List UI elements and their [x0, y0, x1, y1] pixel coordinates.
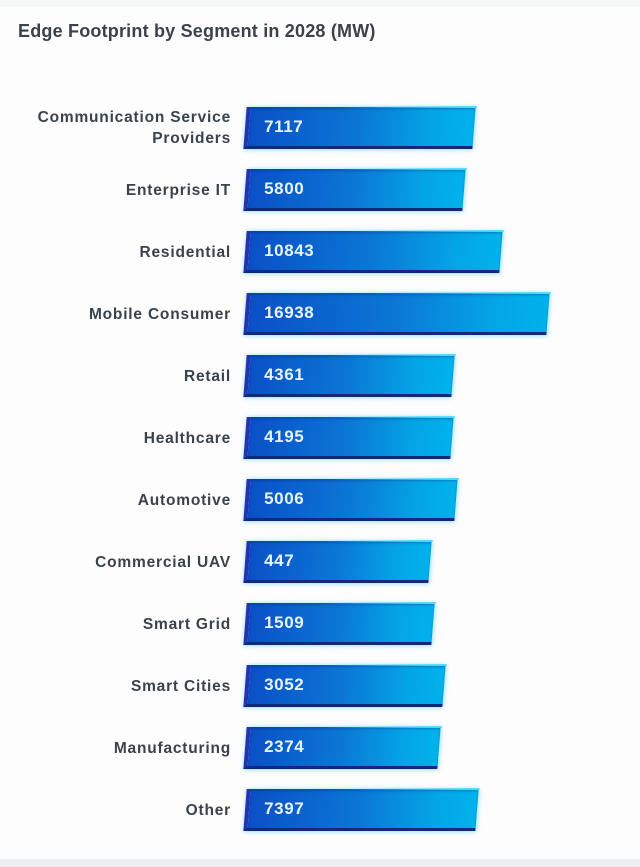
- bar-track: 7117: [243, 107, 640, 149]
- category-label: Retail: [183, 367, 231, 385]
- bar: 5800: [243, 169, 466, 211]
- bar-track: 2374: [243, 727, 640, 769]
- bar-chart: Communication Service Providers 7117 Enter…: [0, 97, 640, 841]
- category-label: Commercial UAV: [95, 553, 231, 571]
- bar-track: 5800: [243, 169, 640, 211]
- bar-track: 7397: [243, 789, 640, 831]
- bar-value-label: 5006: [264, 488, 305, 508]
- bar-track: 4195: [243, 417, 640, 459]
- bar-value-label: 4195: [264, 426, 305, 446]
- bar: 4361: [243, 355, 455, 397]
- bar: 7397: [243, 789, 479, 831]
- bar-track: 1509: [243, 603, 640, 645]
- category-label: Enterprise IT: [125, 181, 231, 199]
- category-label: Other: [185, 801, 231, 819]
- bar: 3052: [243, 665, 446, 707]
- bar-track: 10843: [243, 231, 640, 273]
- bar: 5006: [243, 479, 458, 521]
- bar-value-label: 7117: [264, 116, 304, 136]
- category-label: Smart Cities: [130, 677, 231, 695]
- bar-track: 3052: [243, 665, 640, 707]
- bar-value-label: 1509: [264, 612, 305, 632]
- top-edge-band: [0, 0, 640, 7]
- bar-row: Other 7397: [0, 779, 640, 841]
- bar-value-label: 7397: [264, 798, 305, 818]
- category-label: Mobile Consumer: [88, 305, 231, 323]
- category-label: Healthcare: [143, 429, 231, 447]
- bar-row: Smart Grid 1509: [0, 593, 640, 655]
- bar: 4195: [243, 417, 454, 459]
- bar-row: Automotive 5006: [0, 469, 640, 531]
- bar-row: Mobile Consumer 16938: [0, 283, 640, 345]
- bar: 10843: [243, 231, 503, 273]
- bar: 447: [243, 541, 432, 583]
- bar-row: Residential 10843: [0, 221, 640, 283]
- bottom-edge-band: [0, 859, 640, 867]
- bar: 7117: [243, 107, 476, 149]
- category-label: Smart Grid: [142, 615, 231, 633]
- chart-title: Edge Footprint by Segment in 2028 (MW): [18, 21, 376, 41]
- bar-track: 447: [243, 541, 640, 583]
- bar-value-label: 3052: [264, 674, 305, 694]
- bar-value-label: 16938: [264, 302, 315, 322]
- bar-value-label: 2374: [264, 736, 305, 756]
- bar-row: Enterprise IT 5800: [0, 159, 640, 221]
- bar-row: Communication Service Providers 7117: [0, 97, 640, 159]
- bar-row: Retail 4361: [0, 345, 640, 407]
- bar: 2374: [243, 727, 441, 769]
- bar-value-label: 5800: [264, 178, 305, 198]
- category-label: Automotive: [137, 491, 231, 509]
- bar: 16938: [243, 293, 550, 335]
- bar-value-label: 10843: [264, 240, 315, 260]
- category-label: Manufacturing: [113, 739, 231, 757]
- bar-row: Smart Cities 3052: [0, 655, 640, 717]
- bar-track: 16938: [243, 293, 640, 335]
- category-label: Communication Service Providers: [37, 109, 231, 147]
- bar-value-label: 4361: [264, 364, 305, 384]
- bar-row: Commercial UAV 447: [0, 531, 640, 593]
- bar-track: 4361: [243, 355, 640, 397]
- category-label: Residential: [139, 243, 231, 261]
- bar-value-label: 447: [264, 550, 295, 570]
- bar-row: Manufacturing 2374: [0, 717, 640, 779]
- bar-track: 5006: [243, 479, 640, 521]
- bar: 1509: [243, 603, 435, 645]
- bar-row: Healthcare 4195: [0, 407, 640, 469]
